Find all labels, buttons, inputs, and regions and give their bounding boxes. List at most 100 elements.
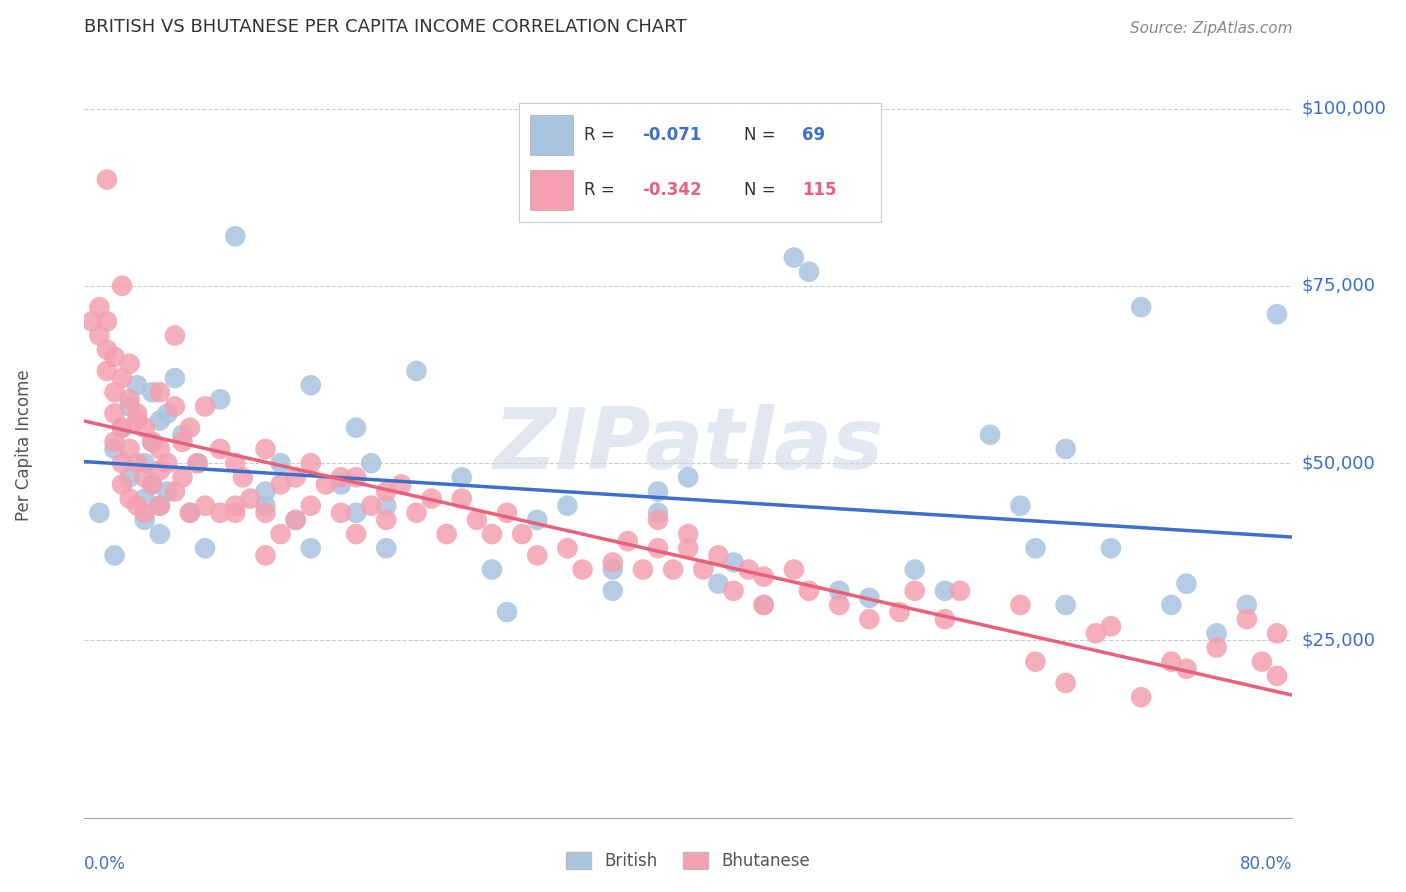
Point [141, 477, 163, 491]
Point [330, 470, 353, 484]
Point [103, 442, 125, 456]
Point [239, 491, 262, 506]
Point [979, 427, 1001, 442]
Point [254, 499, 277, 513]
Point [141, 434, 163, 449]
Point [1265, 626, 1288, 640]
Point [103, 549, 125, 563]
Point [330, 506, 353, 520]
Point [707, 576, 730, 591]
Text: 80.0%: 80.0% [1240, 855, 1292, 873]
Point [752, 569, 775, 583]
Point [1054, 676, 1077, 690]
Point [676, 541, 699, 556]
Point [149, 414, 172, 428]
Point [1236, 612, 1258, 626]
Point [436, 527, 458, 541]
Point [134, 513, 156, 527]
Point [496, 506, 519, 520]
Point [118, 392, 141, 407]
Point [141, 477, 163, 491]
Point [330, 477, 353, 491]
Point [96, 172, 118, 186]
Point [111, 279, 134, 293]
Point [89, 506, 111, 520]
Point [450, 470, 472, 484]
Point [284, 513, 307, 527]
Point [783, 562, 806, 576]
Point [194, 541, 217, 556]
Point [179, 506, 201, 520]
Point [224, 456, 246, 470]
Text: Per Capita Income: Per Capita Income [15, 369, 32, 521]
Point [127, 499, 149, 513]
Point [465, 513, 488, 527]
Point [375, 541, 398, 556]
Point [224, 229, 246, 244]
Point [118, 470, 141, 484]
Point [692, 562, 714, 576]
Point [557, 499, 579, 513]
Point [96, 364, 118, 378]
Point [1024, 541, 1046, 556]
Point [179, 506, 201, 520]
Point [1175, 662, 1198, 676]
Point [111, 420, 134, 434]
Point [1265, 307, 1288, 321]
Point [163, 400, 186, 414]
Point [299, 456, 322, 470]
Text: $50,000: $50,000 [1301, 454, 1375, 472]
Point [602, 583, 624, 598]
Point [80, 314, 103, 328]
Point [103, 407, 125, 421]
Point [405, 506, 427, 520]
Point [889, 605, 911, 619]
Point [344, 506, 367, 520]
Point [284, 513, 307, 527]
Point [134, 506, 156, 520]
Point [1130, 690, 1153, 705]
Point [858, 591, 880, 605]
Point [375, 484, 398, 499]
Point [450, 491, 472, 506]
Point [134, 456, 156, 470]
Point [149, 442, 172, 456]
Point [571, 562, 593, 576]
Point [194, 400, 217, 414]
Point [723, 556, 745, 570]
Point [172, 434, 194, 449]
Text: $75,000: $75,000 [1301, 277, 1375, 295]
Point [375, 499, 398, 513]
Point [1010, 598, 1032, 612]
Point [103, 385, 125, 400]
Point [934, 583, 956, 598]
Point [315, 477, 337, 491]
Point [254, 442, 277, 456]
Point [344, 527, 367, 541]
Point [344, 470, 367, 484]
Point [118, 357, 141, 371]
Point [737, 562, 759, 576]
Point [389, 477, 412, 491]
Point [481, 527, 503, 541]
Point [172, 427, 194, 442]
Point [187, 456, 209, 470]
Point [557, 541, 579, 556]
Point [405, 364, 427, 378]
Point [631, 562, 654, 576]
Point [299, 541, 322, 556]
Point [1205, 640, 1227, 655]
Point [163, 328, 186, 343]
Point [526, 513, 548, 527]
Point [103, 434, 125, 449]
Point [179, 420, 201, 434]
Point [707, 549, 730, 563]
Point [118, 491, 141, 506]
Point [526, 549, 548, 563]
Point [1024, 655, 1046, 669]
Point [375, 513, 398, 527]
Point [1160, 655, 1182, 669]
Point [111, 420, 134, 434]
Point [1084, 626, 1107, 640]
Point [232, 470, 254, 484]
